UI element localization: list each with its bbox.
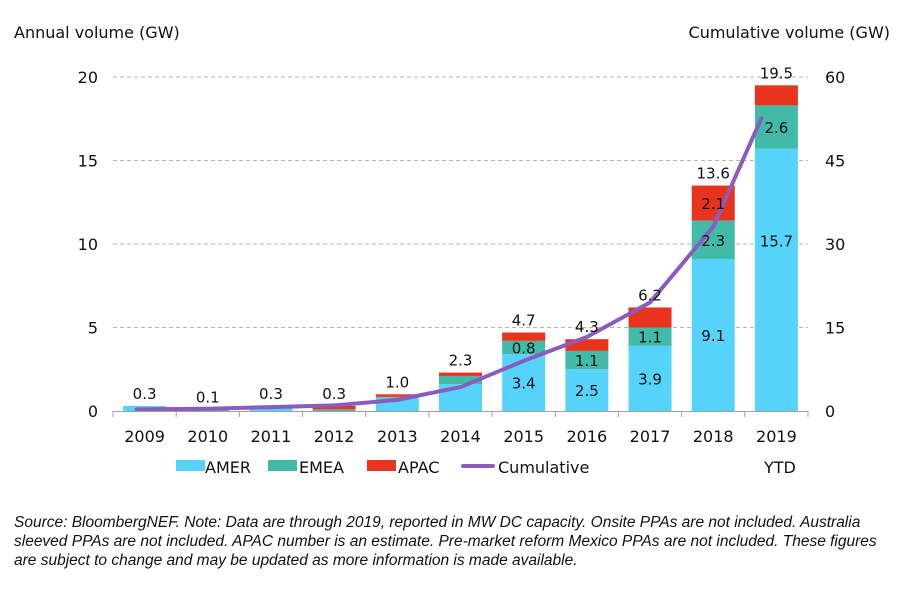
total-label: 4.3: [575, 318, 599, 336]
y2-tick-label: 45: [825, 152, 845, 171]
x-tick-label: 2012: [314, 427, 355, 446]
legend-label-cumulative: Cumulative: [498, 458, 589, 477]
bar-amer: [249, 407, 293, 411]
cumulative-line: [134, 116, 764, 412]
y2-tick-label: 60: [825, 68, 845, 87]
x-axis: 2009 2010 2011 2012 2013 2014 2015 2016 2017 2018…: [112, 411, 809, 446]
bar-amer: [565, 369, 609, 411]
total-label: 6.2: [638, 286, 662, 304]
y-tick-label: 20: [78, 68, 98, 87]
bar-amer: [628, 345, 672, 411]
y2-axis-title: Cumulative volume (GW): [689, 23, 890, 42]
bar-apac: [439, 372, 482, 376]
legend-label-ytd: YTD: [763, 458, 796, 477]
cumulative-line-group: [134, 116, 764, 412]
legend-label-emea: EMEA: [299, 458, 344, 477]
bar-apac: [375, 394, 419, 397]
bar-apac: [754, 85, 798, 106]
bar-emea: [502, 340, 546, 355]
bar-apac: [312, 405, 356, 410]
chart: Annual volume (GW) Cumulative volume (GW…: [14, 23, 890, 477]
y-axis-ticks: 0 5 10 15 20: [78, 68, 98, 421]
y-tick-label: 0: [88, 402, 98, 421]
segment-label: 1.1: [575, 352, 599, 370]
total-label: 0.3: [322, 385, 346, 403]
bars: [123, 85, 798, 411]
bar-emea: [375, 396, 419, 398]
segment-label: 9.1: [701, 327, 725, 345]
legend: AMER EMEA APAC Cumulative YTD: [176, 458, 796, 477]
segment-label: 2.3: [701, 232, 725, 250]
legend-label-apac: APAC: [398, 458, 439, 477]
bar-emea: [628, 327, 672, 346]
segment-label: 0.8: [512, 340, 536, 358]
total-label: 2.3: [449, 352, 473, 370]
bar-apac: [502, 332, 546, 341]
bar-amer: [691, 259, 735, 411]
segment-label: 1.1: [638, 329, 662, 347]
y-tick-label: 5: [88, 319, 98, 338]
segment-label: 3.4: [512, 375, 536, 393]
segment-label: 2.5: [575, 382, 599, 400]
legend-swatch-emea: [268, 460, 297, 471]
total-label: 0.3: [259, 385, 283, 403]
x-tick-label: 2019: [756, 427, 797, 446]
bar-amer: [502, 354, 546, 411]
y-axis-title: Annual volume (GW): [14, 23, 180, 42]
y2-axis-ticks: 0 15 30 45 60: [825, 68, 845, 421]
y2-tick-label: 15: [825, 319, 845, 338]
bar-apac: [565, 339, 609, 351]
bar-amer: [754, 148, 798, 411]
total-label: 1.0: [385, 373, 409, 391]
segment-label: 15.7: [760, 233, 793, 251]
x-tick-label: 2017: [630, 427, 671, 446]
legend-swatch-apac: [367, 460, 396, 471]
total-label: 19.5: [760, 64, 793, 82]
x-tick-label: 2016: [567, 427, 608, 446]
y-tick-label: 15: [78, 152, 98, 171]
y2-tick-label: 0: [825, 402, 835, 421]
segment-label: 2.1: [701, 195, 725, 213]
gridlines: [113, 76, 808, 328]
source-note: Source: BloombergNEF. Note: Data are thr…: [14, 514, 877, 569]
x-tick-label: 2011: [251, 427, 292, 446]
bar-apac: [628, 307, 672, 328]
y-tick-label: 10: [78, 235, 98, 254]
segment-label: 2.6: [764, 119, 788, 137]
x-tick-label: 2018: [693, 427, 734, 446]
x-tick-label: 2014: [440, 427, 481, 446]
x-tick-label: 2009: [124, 427, 165, 446]
y2-tick-label: 30: [825, 235, 845, 254]
total-label: 4.7: [512, 312, 536, 330]
bar-emea: [439, 375, 482, 385]
x-tick-label: 2010: [187, 427, 228, 446]
total-label: 0.1: [196, 388, 220, 406]
data-labels: 0.3 0.1 0.3 0.3 1.0 2.3 4.7 4.3 6.2 13.6 19.5 3.4 0.…: [133, 64, 793, 406]
legend-label-amer: AMER: [205, 458, 251, 477]
total-label: 0.3: [133, 385, 157, 403]
x-tick-label: 2015: [503, 427, 544, 446]
segment-label: 3.9: [638, 370, 662, 388]
bar-emea: [754, 105, 798, 149]
x-tick-label: 2013: [377, 427, 418, 446]
legend-swatch-amer: [176, 460, 205, 471]
bar-emea: [312, 409, 356, 411]
total-label: 13.6: [697, 165, 730, 183]
bar-emea: [565, 350, 609, 370]
